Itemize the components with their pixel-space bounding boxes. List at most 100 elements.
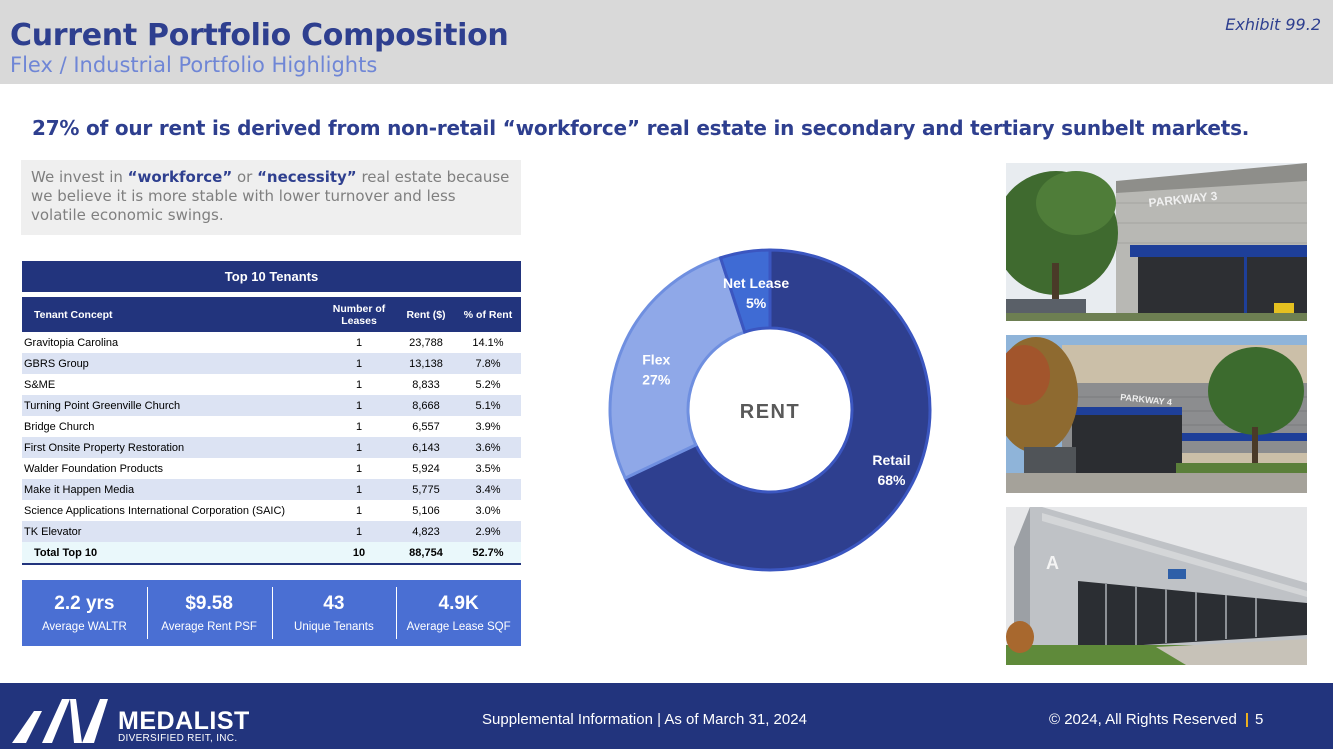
column-header: Rent ($) xyxy=(406,308,446,321)
intro-bold-necessity: “necessity” xyxy=(257,168,357,186)
intro-bold-workforce: “workforce” xyxy=(127,168,233,186)
tenant-name: TK Elevator xyxy=(24,525,82,538)
lease-count: 1 xyxy=(355,399,363,412)
table-row: GBRS Group 1 13,138 7.8% xyxy=(22,353,521,374)
table-row: Gravitopia Carolina 1 23,788 14.1% xyxy=(22,332,521,353)
rent-value: 5,775 xyxy=(412,483,440,496)
stat-rent-psf: $9.58 Average Rent PSF xyxy=(146,580,272,646)
rent-percent: 7.8% xyxy=(475,357,501,370)
table-total-row: Total Top 10 10 88,754 52.7% xyxy=(22,542,521,564)
footer-band: MEDALIST DIVERSIFIED REIT, INC. Suppleme… xyxy=(0,683,1333,749)
total-percent: 52.7% xyxy=(472,546,504,559)
tenant-name: Turning Point Greenville Church xyxy=(24,399,181,412)
stat-value: 2.2 yrs xyxy=(54,593,115,614)
stat-label: Average Rent PSF xyxy=(161,621,257,633)
rent-value: 6,557 xyxy=(412,420,440,433)
intro-part: or xyxy=(232,168,258,186)
page-subtitle: Flex / Industrial Portfolio Highlights xyxy=(10,53,378,77)
total-leases: 10 xyxy=(352,546,366,559)
rent-value: 5,106 xyxy=(412,504,440,517)
rent-percent: 14.1% xyxy=(472,336,504,349)
copyright: © 2024, All Rights Reserved xyxy=(1049,711,1237,728)
rent-value: 4,823 xyxy=(412,525,440,538)
stats-bar: 2.2 yrs Average WALTR $9.58 Average Rent… xyxy=(22,580,521,646)
table-row: First Onsite Property Restoration 1 6,143 3… xyxy=(22,437,521,458)
tenant-name: First Onsite Property Restoration xyxy=(24,441,185,454)
rent-value: 6,143 xyxy=(412,441,440,454)
table-row: Bridge Church 1 6,557 3.9% xyxy=(22,416,521,437)
logo-wordmark: MEDALIST xyxy=(118,707,250,735)
tenants-table-title: Top 10 Tenants xyxy=(22,261,521,292)
rent-value: 23,788 xyxy=(409,336,443,349)
headline: 27% of our rent is derived from non-reta… xyxy=(32,116,1250,140)
rent-value: 13,138 xyxy=(409,357,443,370)
stat-value: 4.9K xyxy=(438,593,479,614)
rent-donut-chart: Retail 68% Flex 27% Net Lease 5% RENT xyxy=(608,248,932,572)
lease-count: 1 xyxy=(355,420,363,433)
lease-count: 1 xyxy=(355,357,363,370)
slice-label-name: Net Lease xyxy=(723,275,789,291)
total-label: Total Top 10 xyxy=(34,546,98,559)
stat-value: 43 xyxy=(323,593,345,614)
lease-count: 1 xyxy=(355,441,363,454)
stat-label: Unique Tenants xyxy=(294,621,374,633)
separator: | xyxy=(1244,711,1250,728)
rent-percent: 3.4% xyxy=(475,483,501,496)
tenant-name: Science Applications International Corpo… xyxy=(24,504,286,517)
stat-label: Average WALTR xyxy=(41,621,127,633)
column-header: % of Rent xyxy=(463,308,513,321)
lease-count: 1 xyxy=(355,525,363,538)
building-a-sign: A xyxy=(1046,553,1059,573)
rent-percent: 5.2% xyxy=(475,378,501,391)
stat-value: $9.58 xyxy=(185,593,233,614)
donut-center-label: RENT xyxy=(740,401,800,423)
lease-count: 1 xyxy=(355,483,363,496)
rent-value: 8,833 xyxy=(412,378,440,391)
rent-percent: 3.5% xyxy=(475,462,501,475)
table-header-row: Tenant Concept Number of Leases Rent ($)… xyxy=(22,297,521,332)
page-number: 5 xyxy=(1255,711,1264,728)
tenant-name: S&ME xyxy=(24,378,56,391)
tenant-name: Make it Happen Media xyxy=(24,483,135,496)
tenant-name: Gravitopia Carolina xyxy=(24,336,119,349)
lease-count: 1 xyxy=(355,378,363,391)
footer-info: Supplemental Information | As of March 3… xyxy=(482,711,807,728)
slice-label-name: Retail xyxy=(872,452,910,468)
stat-label: Average Lease SQF xyxy=(406,621,511,633)
column-header: Number of Leases xyxy=(332,302,386,327)
logo-subtitle: DIVERSIFIED REIT, INC. xyxy=(118,733,238,744)
table-row: TK Elevator 1 4,823 2.9% xyxy=(22,521,521,542)
rent-value: 5,924 xyxy=(412,462,440,475)
table-row: Walder Foundation Products 1 5,924 3.5% xyxy=(22,458,521,479)
slice-label-value: 68% xyxy=(877,472,906,488)
table-row: Make it Happen Media 1 5,775 3.4% xyxy=(22,479,521,500)
stat-unique-tenants: 43 Unique Tenants xyxy=(271,580,397,646)
lease-count: 1 xyxy=(355,336,363,349)
column-header: Tenant Concept xyxy=(34,308,113,321)
slice-label-value: 5% xyxy=(746,295,767,311)
tenants-table: Tenant Concept Number of Leases Rent ($)… xyxy=(22,297,521,565)
donut-slice-flex xyxy=(608,255,747,481)
header-band: Current Portfolio Composition Flex / Ind… xyxy=(0,0,1333,84)
building-photo-a: A xyxy=(1006,507,1307,665)
total-rent: 88,754 xyxy=(409,546,443,559)
slice-label-value: 27% xyxy=(642,372,671,388)
tenant-name: GBRS Group xyxy=(24,357,89,370)
lease-count: 1 xyxy=(355,504,363,517)
table-row: S&ME 1 8,833 5.2% xyxy=(22,374,521,395)
rent-percent: 2.9% xyxy=(475,525,501,538)
stat-lease-sqf: 4.9K Average Lease SQF xyxy=(396,580,521,646)
rent-percent: 3.6% xyxy=(475,441,501,454)
tenant-name: Bridge Church xyxy=(24,420,95,433)
intro-text: We invest in “workforce” or “necessity” … xyxy=(21,160,521,235)
rent-percent: 3.0% xyxy=(475,504,501,517)
intro-part: real estate because we believe it is mor… xyxy=(31,168,510,224)
stat-waltr: 2.2 yrs Average WALTR xyxy=(22,580,147,646)
rent-percent: 3.9% xyxy=(475,420,501,433)
page-title: Current Portfolio Composition xyxy=(10,18,509,53)
table-row: Turning Point Greenville Church 1 8,668 5.1… xyxy=(22,395,521,416)
footer-copyright-block: © 2024, All Rights Reserved | 5 xyxy=(1049,711,1263,728)
lease-count: 1 xyxy=(355,462,363,475)
table-row: Science Applications International Corpo… xyxy=(22,500,521,521)
building-photo-parkway-4: PARKWAY 4 xyxy=(1006,335,1307,493)
